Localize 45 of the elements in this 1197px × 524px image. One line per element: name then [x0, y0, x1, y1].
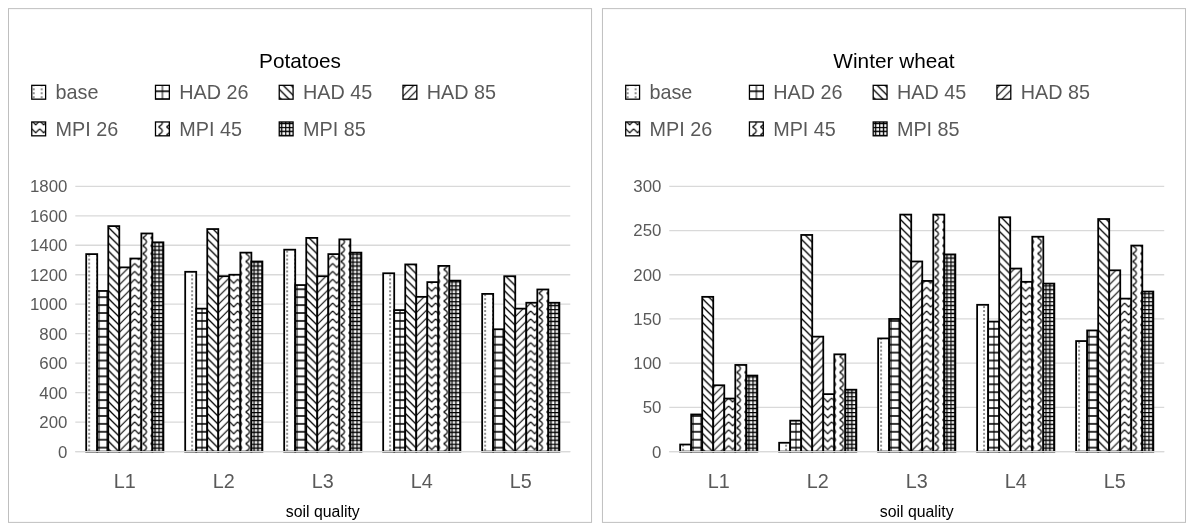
legend-label: MPI 85 [302, 117, 366, 140]
x-tick-label: L3 [905, 470, 928, 493]
x-tick-label: L5 [1103, 470, 1126, 493]
legend-label: MPI 26 [55, 117, 119, 140]
y-tick-label: 600 [39, 354, 68, 374]
x-tick-label: L1 [707, 470, 730, 493]
y-tick-label: 50 [642, 398, 662, 418]
legend-label: MPI 45 [179, 117, 242, 140]
x-axis-title: soil quality [285, 502, 360, 520]
y-tick-label: 150 [633, 309, 662, 329]
y-tick-label: 0 [651, 442, 662, 462]
y-tick-label: 300 [633, 177, 662, 197]
legend-label: HAD 85 [1020, 81, 1090, 104]
legend-label: HAD 45 [302, 81, 373, 104]
legend-label: base [649, 81, 693, 104]
y-tick-label: 800 [39, 324, 68, 344]
y-tick-label: 1200 [29, 265, 68, 285]
y-tick-label: 1800 [29, 177, 68, 197]
y-tick-label: 250 [633, 221, 662, 241]
x-tick-label: L2 [212, 470, 235, 493]
x-tick-label: L4 [410, 470, 433, 493]
legend-label: MPI 45 [773, 117, 836, 140]
y-tick-label: 1000 [29, 295, 68, 315]
legend-label: HAD 45 [896, 81, 967, 104]
y-tick-label: 100 [633, 354, 662, 374]
y-tick-label: 400 [39, 383, 68, 403]
x-axis-title: soil quality [879, 502, 954, 520]
y-tick-label: 200 [633, 265, 662, 285]
y-tick-label: 0 [58, 442, 68, 462]
legend-label: MPI 85 [896, 117, 960, 140]
y-tick-label: 1600 [29, 206, 68, 226]
x-tick-label: L1 [113, 470, 136, 493]
y-tick-label: 200 [39, 413, 68, 433]
legend-label: MPI 26 [649, 117, 713, 140]
legend-label: HAD 26 [179, 81, 249, 104]
legend-label: HAD 85 [426, 81, 496, 104]
x-tick-label: L4 [1004, 470, 1027, 493]
chart-title: Potatoes [259, 48, 342, 72]
x-tick-label: L5 [509, 470, 532, 493]
x-tick-label: L3 [311, 470, 334, 493]
chart-title: Winter wheat [833, 48, 955, 72]
y-tick-label: 1400 [29, 236, 68, 256]
legend-label: base [55, 81, 99, 104]
x-tick-label: L2 [806, 470, 829, 493]
legend-label: HAD 26 [773, 81, 843, 104]
